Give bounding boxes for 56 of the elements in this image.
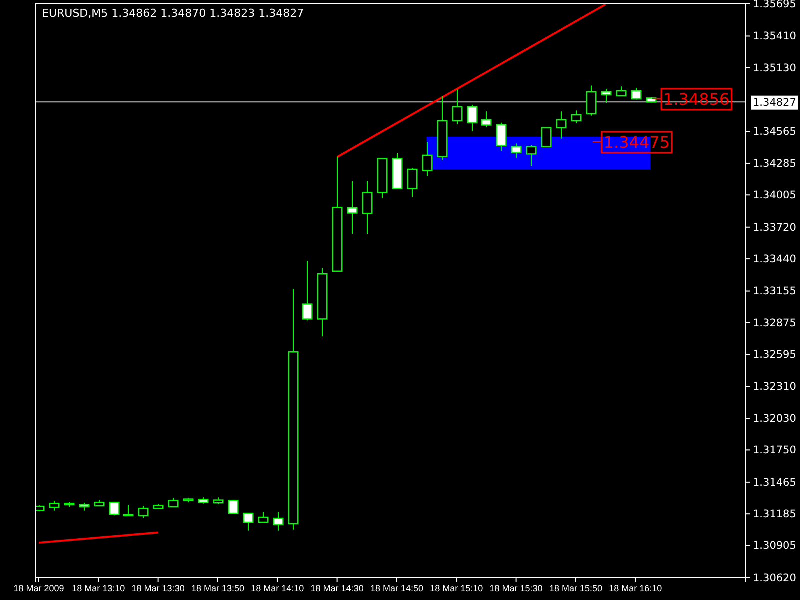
- y-tick-label: 1.32030: [753, 412, 796, 425]
- y-tick-label: 1.35410: [753, 30, 796, 43]
- x-tick-label: 18 Mar 14:50: [370, 583, 424, 594]
- x-tick-label: 18 Mar 14:30: [310, 583, 364, 594]
- y-tick-label: 1.31185: [753, 508, 796, 520]
- x-tick-label: 18 Mar 15:30: [490, 583, 543, 594]
- candlestick: [496, 122, 507, 152]
- candlestick: [481, 111, 492, 128]
- y-tick-label: 1.34565: [753, 126, 796, 138]
- x-tick-label: 18 Mar 15:10: [430, 583, 484, 594]
- candlestick: [586, 85, 597, 116]
- y-tick-label: 1.30620: [753, 572, 796, 584]
- candlestick: [407, 168, 418, 198]
- y-tick-label: 1.34285: [753, 158, 796, 170]
- y-tick-label: 1.31465: [753, 476, 796, 489]
- x-tick-label: 18 Mar 2009: [14, 583, 64, 594]
- candlestick: [302, 260, 313, 322]
- y-tick-label: 1.34005: [753, 190, 796, 202]
- y-tick-label: 1.33155: [753, 286, 796, 298]
- candlestick: [347, 180, 358, 234]
- y-tick-label: 1.31750: [753, 444, 796, 457]
- y-tick-label: 1.33720: [753, 222, 796, 234]
- candlestick: [541, 127, 552, 148]
- candlestick: [452, 89, 463, 125]
- chart-title: EURUSD,M5 1.34862 1.34870 1.34823 1.34827: [42, 7, 304, 20]
- candlestick: [49, 500, 60, 512]
- candlestick: [601, 88, 612, 104]
- ref-line-label: 1.34827: [753, 96, 796, 109]
- x-tick-label: 18 Mar 13:50: [191, 583, 244, 594]
- x-tick-label: 18 Mar 16:10: [609, 583, 662, 594]
- candlestick: [243, 512, 254, 532]
- candlestick: [258, 512, 269, 524]
- y-tick-label: 1.30905: [753, 540, 796, 552]
- y-tick-label: 1.35130: [753, 62, 796, 74]
- y-tick-label: 1.32875: [753, 317, 796, 330]
- candlestick: [616, 86, 627, 97]
- candlestick: [511, 143, 522, 159]
- candlestick: [109, 502, 120, 516]
- candlestick: [362, 180, 373, 234]
- candlestick: [526, 144, 537, 167]
- candlestick: [467, 104, 478, 132]
- candlestick: [123, 504, 134, 516]
- candlestick: [273, 512, 284, 532]
- x-tick-label: 18 Mar 14:10: [251, 583, 304, 594]
- y-tick-label: 1.32310: [753, 381, 796, 394]
- y-tick-label: 1.32595: [753, 348, 796, 361]
- candlestick: [228, 499, 239, 514]
- x-tick-label: 18 Mar 13:30: [132, 583, 185, 594]
- x-tick-label: 18 Mar 13:10: [72, 583, 126, 594]
- candlestick: [556, 111, 567, 140]
- candlestick: [422, 142, 433, 177]
- x-tick-label: 18 Mar 15:50: [549, 583, 602, 594]
- candlestick: [571, 110, 582, 124]
- y-tick-label: 1.33440: [753, 253, 796, 266]
- candlestick: [631, 88, 642, 100]
- candlestick: [138, 506, 149, 519]
